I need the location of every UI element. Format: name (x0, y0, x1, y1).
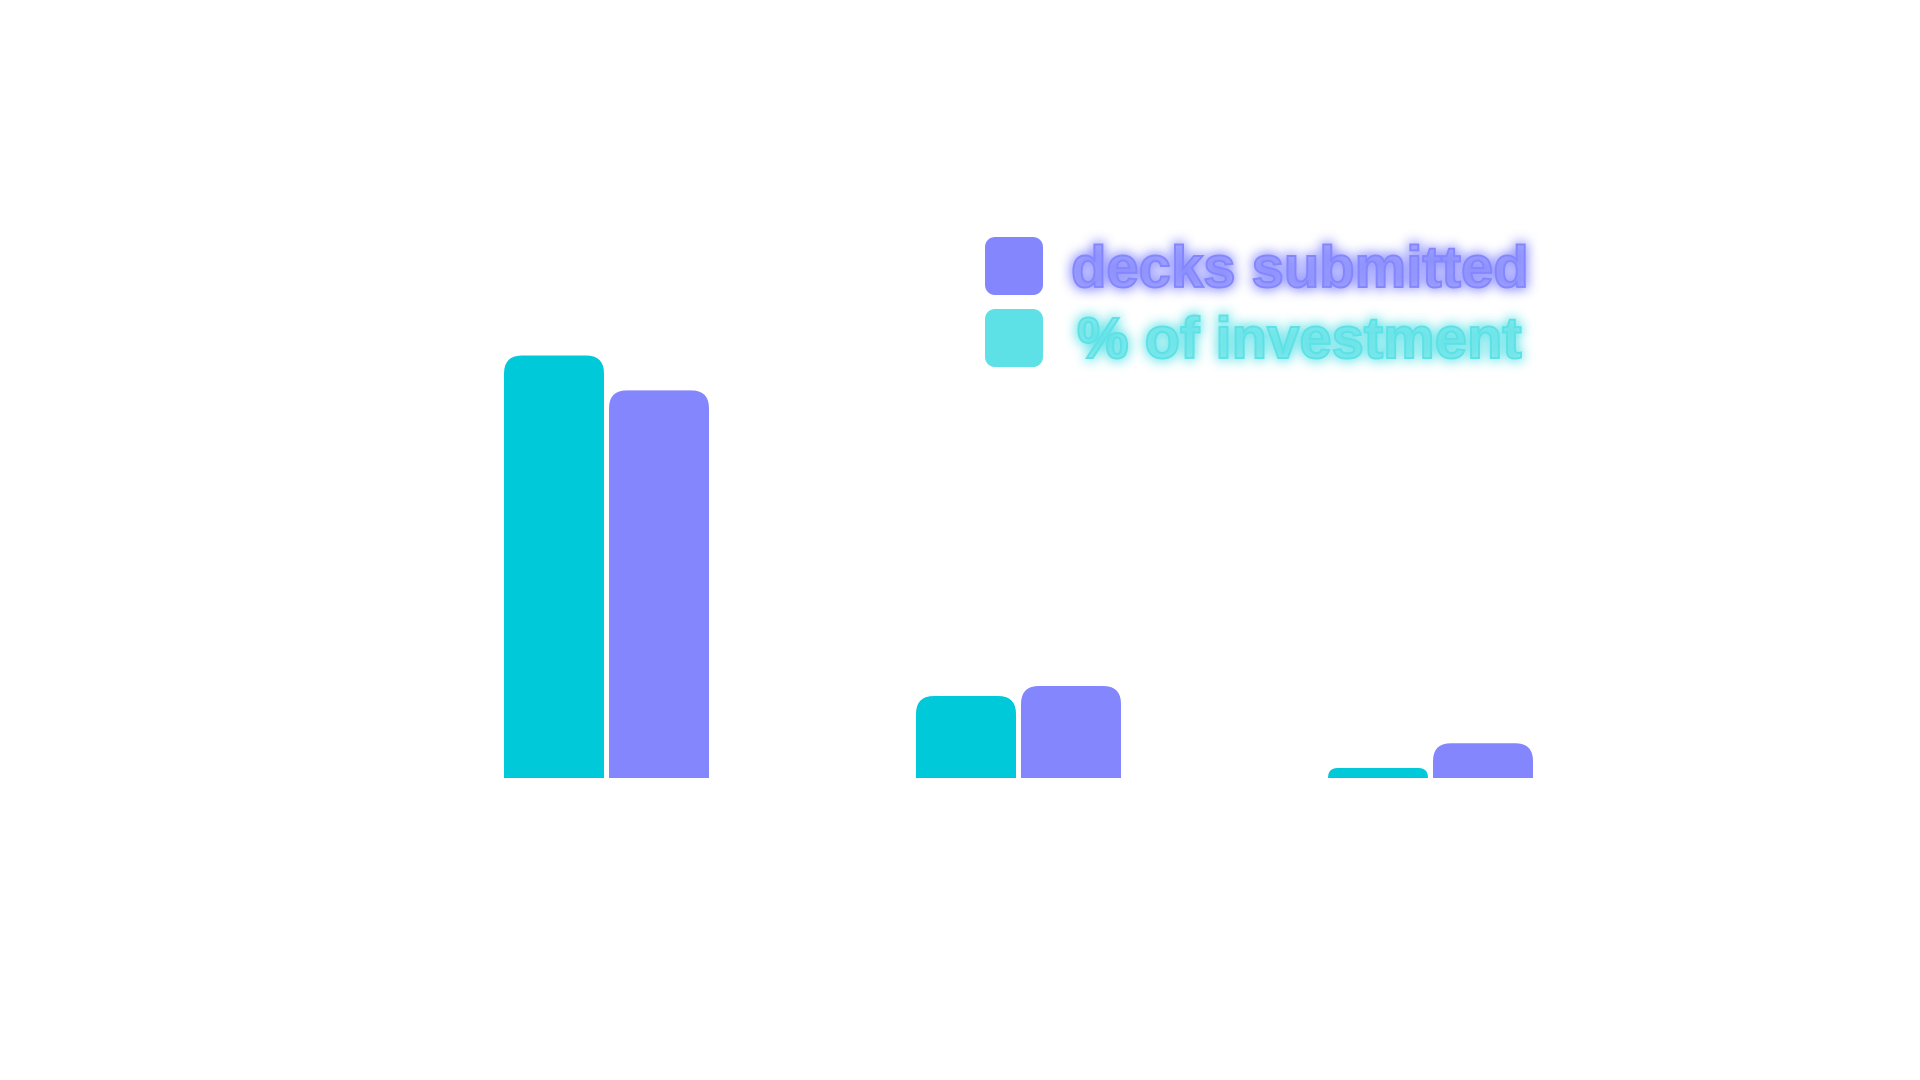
legend-label-percent-of-investment: % of investment (1077, 306, 1522, 371)
legend: decks submitted % of investment (985, 234, 1530, 372)
legend-label-decks-submitted: decks submitted (1071, 235, 1529, 300)
legend-swatch-percent-of-investment (985, 309, 1043, 367)
bars-group (504, 355, 1533, 778)
bar-percent-of-investment-group-3 (1328, 768, 1428, 778)
bar-decks-submitted-group-3 (1433, 743, 1533, 778)
bar-decks-submitted-group-2 (1021, 686, 1121, 778)
bar-decks-submitted-group-1 (609, 390, 709, 778)
bar-percent-of-investment-group-2 (916, 695, 1016, 778)
legend-swatch-decks-submitted (985, 237, 1043, 295)
bar-percent-of-investment-group-1 (504, 355, 604, 778)
